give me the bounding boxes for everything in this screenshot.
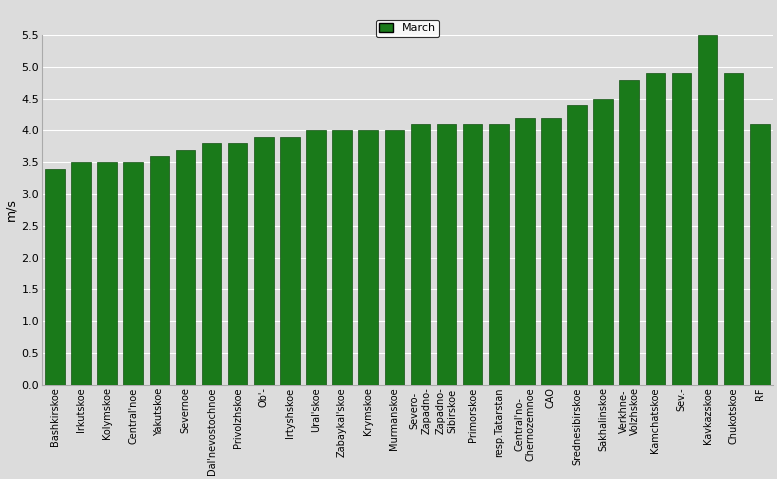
Bar — [333, 130, 352, 385]
Bar — [724, 73, 744, 385]
Y-axis label: m/s: m/s — [4, 198, 17, 221]
Bar — [71, 162, 91, 385]
Bar — [228, 143, 247, 385]
Bar — [149, 156, 169, 385]
Bar — [202, 143, 221, 385]
Bar — [280, 137, 300, 385]
Bar — [463, 124, 483, 385]
Bar — [541, 118, 561, 385]
Bar — [358, 130, 378, 385]
Bar — [515, 118, 535, 385]
Bar — [124, 162, 143, 385]
Bar — [437, 124, 456, 385]
Bar — [385, 130, 404, 385]
Bar — [489, 124, 508, 385]
Bar — [646, 73, 665, 385]
Bar — [671, 73, 692, 385]
Legend: March: March — [376, 20, 439, 37]
Bar — [698, 35, 717, 385]
Bar — [594, 99, 613, 385]
Bar — [306, 130, 326, 385]
Bar — [410, 124, 430, 385]
Bar — [254, 137, 274, 385]
Bar — [619, 80, 639, 385]
Bar — [567, 105, 587, 385]
Bar — [97, 162, 117, 385]
Bar — [176, 149, 195, 385]
Bar — [750, 124, 769, 385]
Bar — [45, 169, 64, 385]
